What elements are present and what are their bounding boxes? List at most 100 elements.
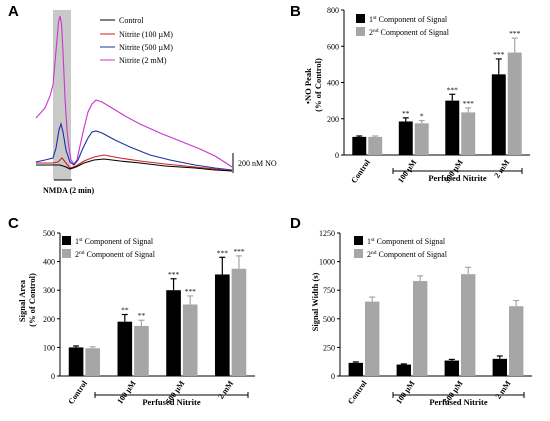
panel-d-bar-s1-c4 [492, 358, 507, 376]
panel-b-y-label: •NO Peak (% of Control) [303, 58, 323, 112]
panel-b-bar-s2-c2 [414, 123, 429, 155]
panel-b-legend-swatch-1 [356, 14, 365, 23]
panel-b-y-tick-label: 400 [327, 79, 339, 88]
panel-b-bar-s2-c1 [368, 136, 383, 155]
panel-d-group-label: Perfused Nitrite [429, 397, 488, 407]
panel-c-significance-stars: ** [121, 306, 129, 315]
panel-c-significance-stars: *** [185, 287, 197, 296]
legend-a-label-500um: Nitrite (500 µM) [119, 43, 173, 52]
panel-d-category-label: 100 µM [394, 379, 417, 406]
legend-a: Control Nitrite (100 µM) Nitrite (500 µM… [100, 16, 173, 65]
panel-d-y-label: Signal Width (s) [310, 272, 320, 331]
panel-c-y-tick-label: 100 [43, 343, 55, 352]
panel-c-bar-s2-c1 [85, 348, 100, 376]
panel-c-significance-stars: ** [138, 311, 146, 320]
panel-c-legend-label-2: 2nd Component of Signal [75, 250, 156, 259]
panel-c-y-label-line-1: Signal Area [17, 279, 27, 322]
panel-d-y-tick-label: 1250 [319, 229, 335, 238]
panel-b-legend-swatch-2 [356, 27, 365, 36]
panel-a-trace-chart: A Control Nitrite (100 µM) Nitrite (500 … [8, 3, 277, 195]
panel-b-letter: B [290, 3, 301, 20]
panel-b-legend-label-1: 1st Component of Signal [369, 15, 448, 24]
panel-d-bar-s1-c2 [396, 364, 411, 376]
panel-d-category-label: Control [346, 378, 369, 406]
panel-b-group-label: Perfused Nitrite [428, 173, 487, 183]
panel-b-y-label-line-2: (% of Control) [313, 58, 323, 112]
panel-b-bar-s2-c4 [507, 52, 522, 155]
panel-b-bar-chart: B •NO Peak (% of Control) 0 200 400 600 800 C… [290, 3, 530, 185]
panel-a-letter: A [8, 3, 19, 20]
panel-c-bar-s2-c4 [231, 268, 247, 376]
panel-c-y-label-line-2: (% of Control) [27, 273, 37, 327]
panel-b-significance-stars: *** [509, 29, 521, 38]
panel-d-category-label: 2 mM [494, 379, 513, 401]
panel-c-significance-stars: *** [217, 248, 229, 257]
panel-c-bar-s1-c2 [117, 321, 133, 376]
panel-c-significance-stars: *** [168, 270, 180, 279]
panel-b-y-label-line-1: •NO Peak [303, 68, 313, 104]
panel-d-y-tick-label: 750 [323, 286, 335, 295]
panel-b-y-tick-label: 0 [335, 151, 339, 160]
nmda-label: NMDA (2 min) [43, 186, 94, 195]
panel-c-bar-s1-c1 [68, 347, 84, 376]
panel-c-y-tick-label: 200 [43, 315, 55, 324]
panel-b-bar-s1-c4 [491, 74, 506, 155]
trace-nitrite-2mm [35, 15, 233, 168]
trace-nitrite-500um [35, 122, 233, 171]
panel-d-bar-s2-c4 [509, 306, 524, 376]
panel-d-legend-label-1: 1st Component of Signal [367, 237, 446, 246]
panel-b-y-tick-label: 600 [327, 42, 339, 51]
panel-d-bar-s1-c3 [444, 360, 459, 376]
trace-nitrite-100um [36, 154, 233, 172]
panel-b-category-label: 2 mM [492, 158, 511, 180]
panel-c-bar-s1-c3 [166, 290, 181, 376]
panel-b-bar-s2-c3 [461, 112, 476, 155]
panel-d-bar-s1-c1 [348, 362, 363, 376]
panel-d-y-tick-label: 250 [323, 343, 335, 352]
panel-c-y-label: Signal Area (% of Control) [17, 273, 37, 327]
panel-b-significance-stars: ** [402, 109, 410, 118]
panel-d-bar-s2-c1 [365, 301, 380, 376]
panel-b-significance-stars: *** [463, 99, 475, 108]
panel-c-y-tick-label: 400 [43, 258, 55, 267]
panel-b-category-label: Control [349, 157, 372, 185]
legend-a-label-control: Control [119, 16, 144, 25]
panel-b-legend-label-2: 2nd Component of Signal [369, 28, 450, 37]
panel-c-y-tick-label: 300 [43, 286, 55, 295]
panel-b-bar-s1-c2 [398, 121, 413, 155]
panel-c-legend-swatch-2 [62, 249, 71, 258]
panel-b-significance-stars: *** [493, 50, 505, 59]
panel-d-letter: D [290, 215, 301, 232]
panel-c-category-label: 2 mM [216, 379, 235, 401]
panel-d-legend-swatch-1 [354, 236, 363, 245]
legend-a-label-2mm: Nitrite (2 mM) [119, 56, 167, 65]
panel-c-legend-label-1: 1st Component of Signal [75, 237, 154, 246]
panel-c-significance-stars: *** [233, 247, 245, 256]
panel-d-y-tick-label: 500 [323, 315, 335, 324]
panel-b-bar-s1-c1 [352, 136, 367, 155]
panel-d-bar-s2-c3 [461, 274, 476, 376]
panel-c-bar-s1-c4 [215, 274, 230, 376]
panel-d-bar-s2-c2 [413, 281, 428, 376]
panel-c-bar-chart: C Signal Area (% of Control) 0 100 200 300 4… [8, 215, 255, 407]
panel-c-category-label: Control [66, 378, 89, 406]
panel-c-y-tick-label: 0 [51, 372, 55, 381]
panel-b-bar-s1-c3 [445, 100, 460, 155]
panel-c-category-label: 100 µM [115, 379, 138, 406]
trace-control [36, 158, 233, 172]
panel-d-y-tick-label: 1000 [319, 258, 335, 267]
panel-d-y-tick-label: 0 [331, 372, 335, 381]
panel-d-bar-chart: D Signal Width (s) 0 250 500 750 1000 1250 Con… [290, 215, 532, 407]
panel-c-y-tick-label: 500 [43, 229, 55, 238]
panel-c-letter: C [8, 215, 19, 232]
panel-c-bar-s2-c2 [134, 325, 149, 376]
panel-d-legend-label-2: 2nd Component of Signal [367, 250, 448, 259]
scale-bar-label: 200 nM NO [238, 159, 277, 168]
panel-d-y-label-line-1: Signal Width (s) [310, 272, 320, 331]
panel-c-bar-s2-c3 [182, 304, 198, 376]
panel-b-significance-stars: *** [447, 85, 459, 94]
